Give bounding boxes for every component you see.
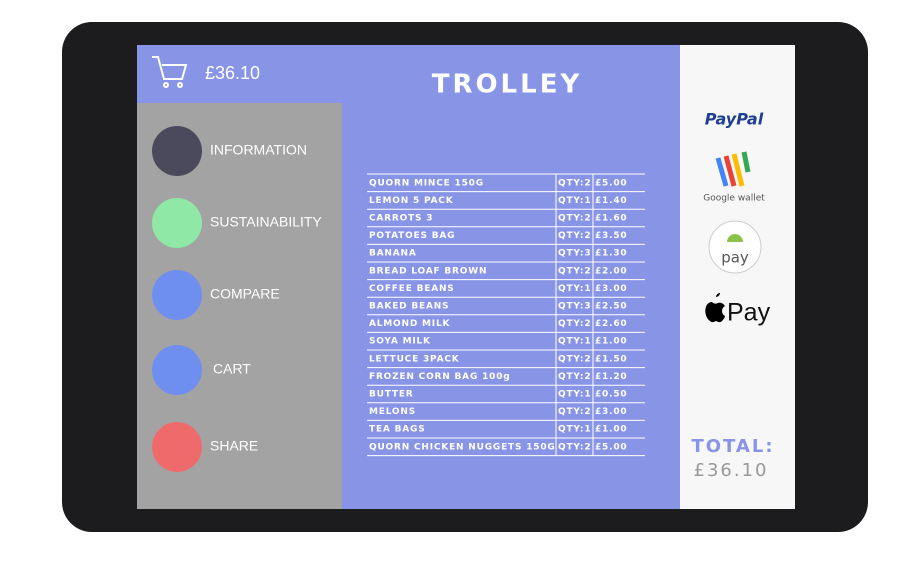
menu-icon[interactable] [152,270,202,320]
table-cell: BAKED BEANS [369,302,449,312]
table-cell: £3.00 [595,407,627,417]
table-cell: FROZEN CORN BAG 100g [369,372,511,382]
table-cell: £1.40 [595,196,627,206]
table-cell: £1.50 [595,354,627,364]
table-cell: BUTTER [369,390,414,400]
menu-label[interactable]: SUSTAINABILITY [210,214,322,230]
table-cell: £5.00 [595,178,627,188]
menu-icon[interactable] [152,422,202,472]
table-cell: £1.20 [595,372,627,382]
table-cell: QTY:2 [558,442,591,452]
title: TROLLEY [432,70,583,100]
table-cell: £1.00 [595,337,627,347]
menu-icon[interactable] [152,345,202,395]
table-cell: QTY:2 [558,407,591,417]
table-cell: £1.00 [595,425,627,435]
android-icon [727,234,743,242]
table-cell: QTY:3 [558,302,591,312]
table-cell: £1.60 [595,214,627,224]
menu: INFORMATION SUSTAINABILITY COMPARE CART SHAR… [152,126,322,472]
table-cell: QTY:2 [558,231,591,241]
cart-icon[interactable] [152,56,188,88]
table-cell: QTY:2 [558,372,591,382]
apple-pay-label[interactable]: Pay [727,299,771,327]
table-cell: £2.60 [595,319,627,329]
table-cell: QTY:2 [558,214,591,224]
table-cell: QUORN CHICKEN NUGGETS 150G [369,442,556,452]
table-cell: TEA BAGS [369,425,425,435]
table-cell: BANANA [369,249,417,259]
table-cell: QTY:2 [558,354,591,364]
table-cell: £1.30 [595,249,627,259]
menu-icon[interactable] [152,198,202,248]
table-cell: LEMON 5 PACK [369,196,454,206]
menu-label[interactable]: INFORMATION [210,142,307,158]
google-wallet-icon [715,151,751,187]
table-cell: BREAD LOAF BROWN [369,266,487,276]
table-cell: QTY:2 [558,178,591,188]
table-cell: QTY:1 [558,337,591,347]
menu-icon[interactable] [152,126,202,176]
table-cell: COFFEE BEANS [369,284,455,294]
trolley-table: QUORN MINCE 150G QTY:2 £5.00 LEMON 5 PACK QT… [367,173,645,457]
table-cell: £3.00 [595,284,627,294]
table-cell: QTY:1 [558,284,591,294]
table-cell: QUORN MINCE 150G [369,178,484,188]
table-cell: £0.50 [595,390,627,400]
table-cell: MELONS [369,407,416,417]
table-cell: QTY:2 [558,319,591,329]
table-cell: QTY:1 [558,196,591,206]
android-pay-label: pay [721,249,749,267]
table-cell: CARROTS 3 [369,214,433,224]
table-cell: QTY:3 [558,249,591,259]
total-value: £36.10 [694,460,769,481]
payment-panel [680,45,795,509]
android-pay-badge[interactable] [708,220,762,274]
table-cell: £2.50 [595,302,627,312]
menu-label[interactable]: CART [213,361,251,377]
table-cell: QTY:1 [558,390,591,400]
apple-icon [705,293,725,323]
table-cell: £3.50 [595,231,627,241]
menu-label[interactable]: SHARE [210,438,258,454]
table-cell: POTATOES BAG [369,231,455,241]
paypal-logo[interactable]: PayPal [705,110,764,129]
table-cell: ALMOND MILK [369,319,450,329]
table-cell: QTY:2 [558,266,591,276]
table-cell: QTY:1 [558,425,591,435]
menu-label[interactable]: COMPARE [210,286,280,302]
table-cell: £5.00 [595,442,627,452]
cart-total: £36.10 [205,63,260,83]
table-cell: LETTUCE 3PACK [369,354,460,364]
table-cell: SOYA MILK [369,337,431,347]
total-label: TOTAL: [691,436,774,457]
google-wallet-label[interactable]: Google wallet [703,194,765,204]
table-cell: £2.00 [595,266,627,276]
